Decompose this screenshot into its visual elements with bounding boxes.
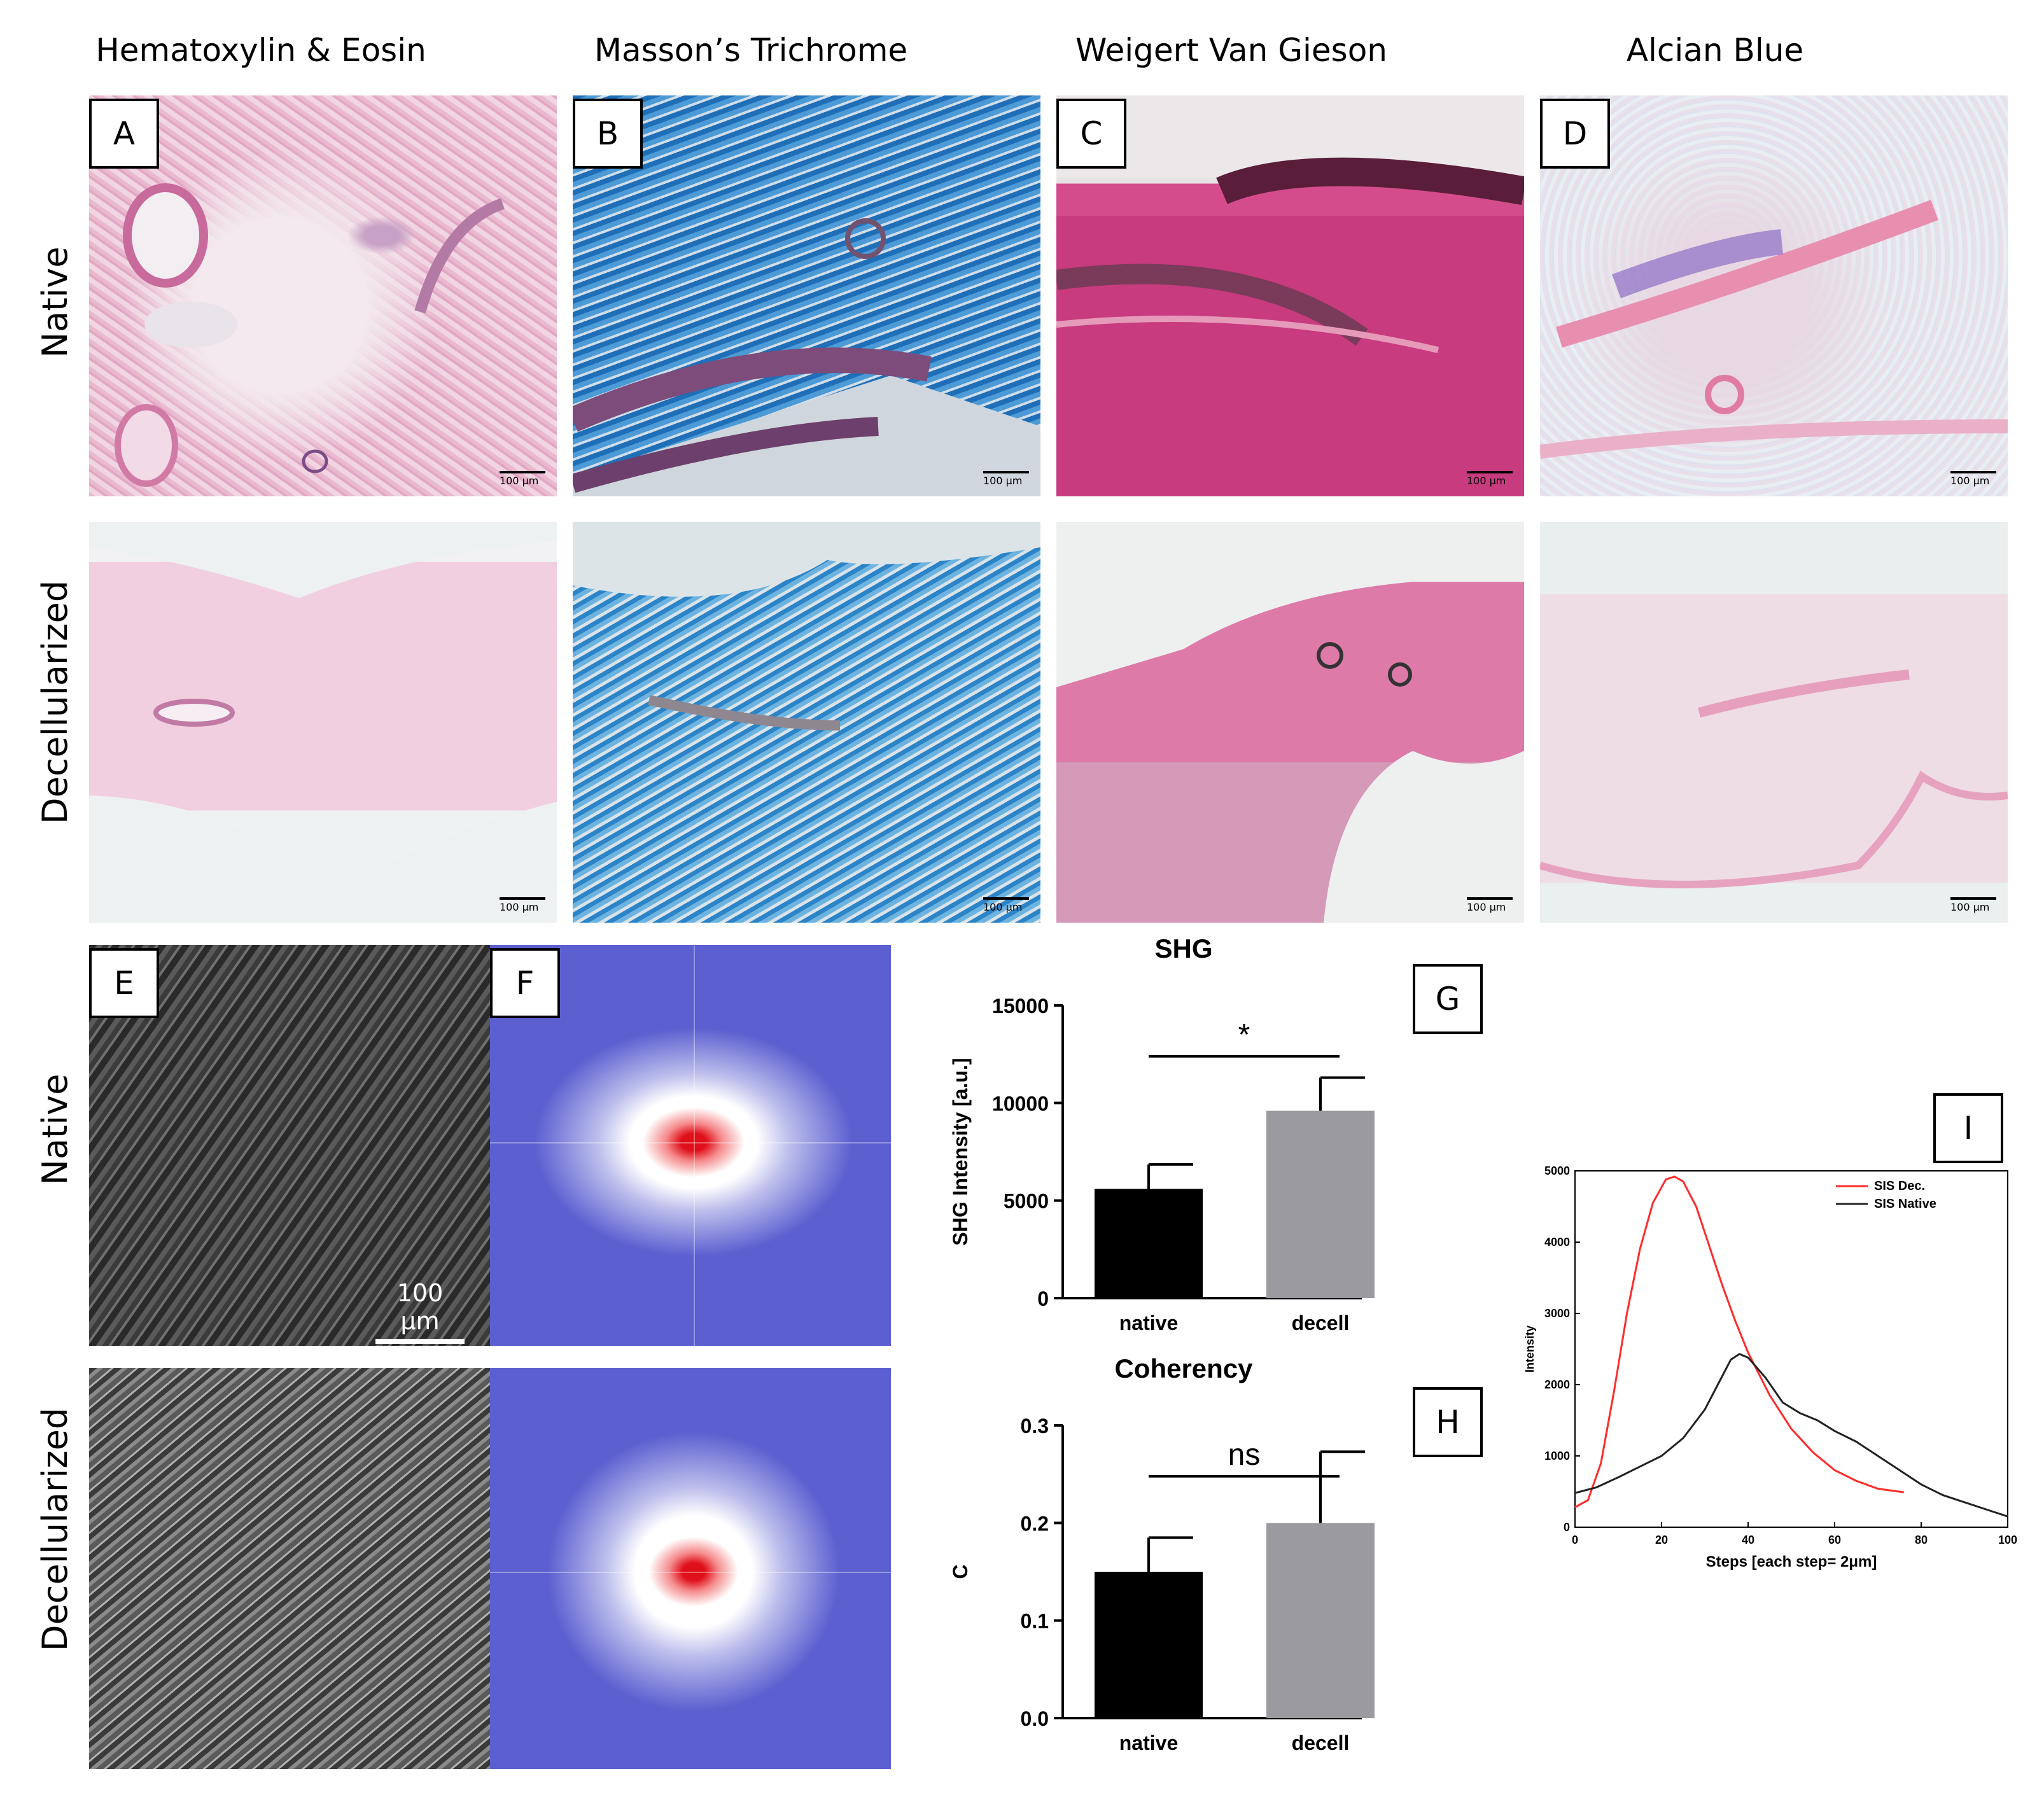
scale-bar-d2: 100 µm xyxy=(1950,897,1996,913)
y-tick-label: 1000 xyxy=(1544,1450,1570,1462)
y-tick-label: 3000 xyxy=(1544,1307,1570,1320)
scale-bar-b2: 100 µm xyxy=(983,897,1029,913)
y-axis-label: Intensity xyxy=(1523,1325,1536,1373)
scale-bar-c: 100 µm xyxy=(1467,471,1513,487)
panel-label-f: F xyxy=(490,948,560,1018)
shg-scale-label: 100 µm xyxy=(396,1279,444,1335)
scale-bar-d: 100 µm xyxy=(1950,471,1996,487)
fft-decell-image xyxy=(490,1368,891,1769)
y-tick-label: 0 xyxy=(1564,1521,1570,1534)
y-tick-label: 5000 xyxy=(1544,1164,1570,1177)
bar-decell xyxy=(1266,1523,1375,1718)
alcian-decell-micrograph xyxy=(1540,522,2008,923)
panel-label-h: H xyxy=(1413,1387,1483,1457)
y-tick-label: 0.0 xyxy=(1021,1707,1049,1730)
column-title-masson: Masson’s Trichrome xyxy=(594,32,908,69)
chart-title: SHG xyxy=(1154,933,1212,963)
y-tick-label: 4000 xyxy=(1544,1236,1570,1248)
panel-label-c: C xyxy=(1056,99,1126,169)
scale-bar-a2: 100 µm xyxy=(500,897,545,913)
panel-label-g: G xyxy=(1413,964,1483,1034)
he-decell-micrograph xyxy=(89,522,557,923)
y-tick-label: 5000 xyxy=(1004,1190,1049,1213)
row-title-decellularized-shg: Decellularized xyxy=(35,1407,75,1651)
he-native-micrograph xyxy=(89,95,557,496)
masson-decell-micrograph xyxy=(573,522,1040,923)
legend-label: SIS Dec. xyxy=(1874,1179,1925,1193)
coherency-bar-chart: Coherency 0.0 0.1 0.2 0.3 native decell ns C xyxy=(949,1353,1375,1754)
x-tick-label: 80 xyxy=(1915,1534,1928,1546)
shg-scale-bar: 100 µm xyxy=(375,1279,465,1344)
x-tick-label: decell xyxy=(1292,1311,1350,1334)
x-tick-label: decell xyxy=(1292,1731,1350,1754)
y-tick-label: 0.1 xyxy=(1021,1610,1049,1633)
x-axis-label: Steps [each step= 2μm] xyxy=(1706,1553,1877,1570)
shg-bar-chart: SHG 0 5000 10000 15000 native decell * SHG Inten… xyxy=(949,933,1375,1334)
y-tick-label: 0.2 xyxy=(1021,1512,1049,1535)
chart-title: Coherency xyxy=(1114,1353,1253,1383)
scale-bar-c2: 100 µm xyxy=(1467,897,1513,913)
series-line-1 xyxy=(1574,1353,2008,1518)
y-axis-label: SHG Intensity [a.u.] xyxy=(949,1058,972,1245)
row-title-native: Native xyxy=(35,246,75,358)
y-tick-label: 2000 xyxy=(1544,1378,1570,1391)
y-tick-label: 0 xyxy=(1037,1287,1049,1310)
y-axis-label: C xyxy=(949,1564,972,1579)
shg-decell-image xyxy=(89,1368,490,1769)
x-tick-label: native xyxy=(1119,1731,1178,1754)
column-title-weigert: Weigert Van Gieson xyxy=(1075,32,1387,69)
y-tick-label: 10000 xyxy=(992,1092,1049,1115)
scale-bar-b: 100 µm xyxy=(983,471,1029,487)
weigert-native-micrograph xyxy=(1056,95,1524,496)
panel-label-a: A xyxy=(89,99,159,169)
masson-native-micrograph xyxy=(573,95,1040,496)
x-tick-label: 0 xyxy=(1572,1534,1578,1546)
panel-label-b: B xyxy=(573,99,643,169)
alcian-native-micrograph xyxy=(1540,95,2008,496)
y-tick-label: 0.3 xyxy=(1021,1415,1049,1437)
x-tick-label: 20 xyxy=(1655,1534,1668,1546)
bar-native xyxy=(1095,1189,1203,1298)
weigert-decell-micrograph xyxy=(1056,522,1524,923)
column-title-he: Hematoxylin & Eosin xyxy=(95,32,426,69)
significance-label: ns xyxy=(1228,1438,1261,1472)
row-title-native-shg: Native xyxy=(35,1073,75,1185)
row-title-decellularized: Decellularized xyxy=(35,580,75,824)
panel-label-i: I xyxy=(1933,1093,2003,1163)
legend-label: SIS Native xyxy=(1874,1197,1936,1211)
bar-native xyxy=(1095,1572,1203,1718)
series-line-0 xyxy=(1574,1175,1905,1508)
y-tick-label: 15000 xyxy=(992,995,1049,1017)
plot-frame xyxy=(1574,1170,2008,1528)
x-tick-label: 100 xyxy=(1998,1534,2017,1546)
scale-bar-a: 100 µm xyxy=(500,471,545,487)
x-tick-label: 40 xyxy=(1742,1534,1754,1546)
panel-label-e: E xyxy=(89,948,159,1018)
significance-label: * xyxy=(1238,1018,1250,1052)
panel-label-d: D xyxy=(1540,99,1610,169)
x-tick-label: 60 xyxy=(1828,1534,1841,1546)
bar-decell xyxy=(1266,1110,1375,1298)
column-title-alcian: Alcian Blue xyxy=(1626,32,1804,69)
x-tick-label: native xyxy=(1119,1311,1178,1334)
